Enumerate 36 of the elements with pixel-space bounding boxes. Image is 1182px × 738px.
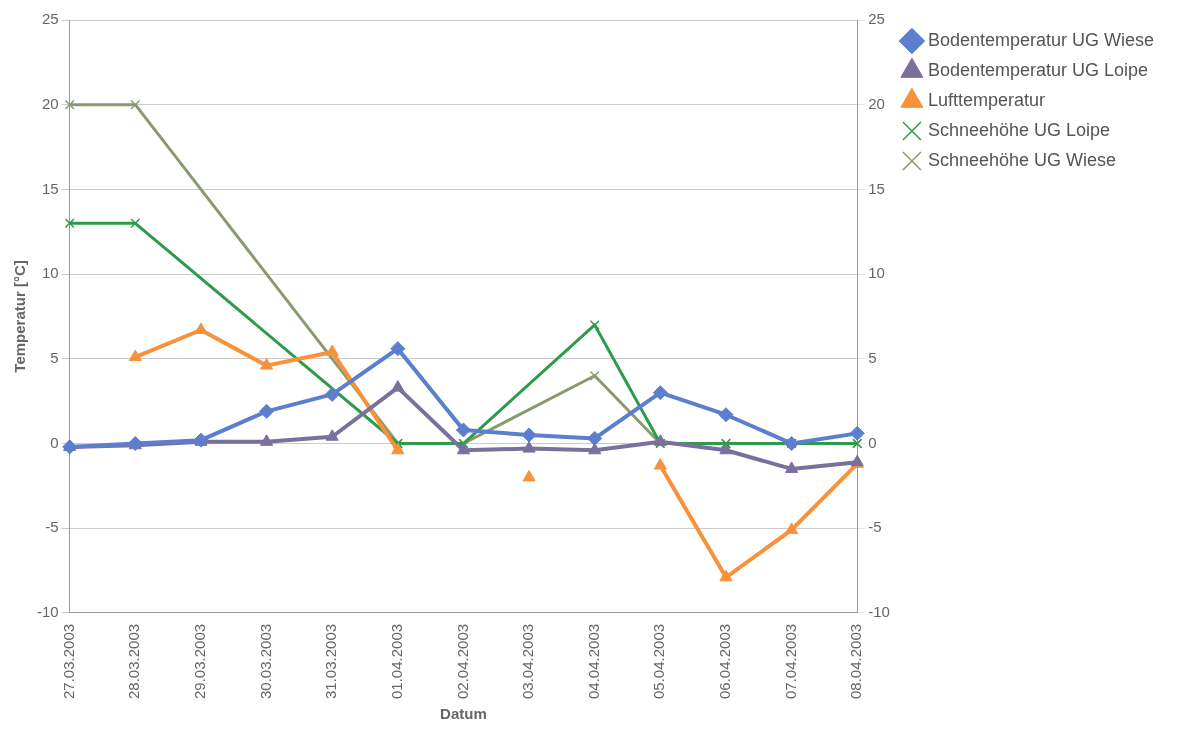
x-tick-label: 05.04.2003 <box>650 623 668 699</box>
y-tick-label: 15 <box>41 179 59 197</box>
x-tick-label: 28.03.2003 <box>125 623 143 699</box>
y-tick-label: -5 <box>45 518 59 536</box>
y2-tick-label: 25 <box>868 10 885 28</box>
y-tick-label: 0 <box>50 433 59 451</box>
y2-tick-label: 0 <box>868 433 877 451</box>
x-tick-label: 31.03.2003 <box>322 623 340 699</box>
legend-label: Bodentemperatur UG Loipe <box>927 59 1149 80</box>
x-tick-label: 04.04.2003 <box>584 623 602 699</box>
y2-tick-label: 20 <box>868 94 885 112</box>
x-tick-label: 06.04.2003 <box>716 623 734 699</box>
y-tick-label: 20 <box>41 94 59 112</box>
legend-label: Schneehöhe UG Wiese <box>927 149 1117 170</box>
y-tick-label: 25 <box>41 10 59 28</box>
y-axis-title: Temperatur [°C] <box>11 260 29 373</box>
legend-label: Schneehöhe UG Loipe <box>927 119 1111 140</box>
y2-tick-label: 5 <box>868 348 877 366</box>
y-tick-label: -10 <box>36 603 59 621</box>
x-tick-label: 01.04.2003 <box>387 623 405 699</box>
x-tick-label: 07.04.2003 <box>781 623 799 699</box>
x-tick-label: 02.04.2003 <box>453 623 471 699</box>
y-tick-label: 10 <box>41 264 59 282</box>
legend-label: Lufttemperatur <box>927 89 1045 110</box>
x-tick-label: 29.03.2003 <box>191 623 209 699</box>
y2-tick-label: -5 <box>868 518 882 536</box>
y-tick-label: 5 <box>50 348 59 366</box>
y2-tick-label: 15 <box>868 179 885 197</box>
y2-tick-label: 10 <box>868 264 885 282</box>
x-tick-label: 03.04.2003 <box>519 623 537 699</box>
x-tick-label: 08.04.2003 <box>847 623 865 699</box>
x-tick-label: 30.03.2003 <box>256 623 274 699</box>
y2-tick-label: -10 <box>868 603 890 621</box>
x-tick-label: 27.03.2003 <box>59 623 77 699</box>
x-axis-title: Datum <box>440 705 487 723</box>
legend-label: Bodentemperatur UG Wiese <box>927 29 1155 50</box>
